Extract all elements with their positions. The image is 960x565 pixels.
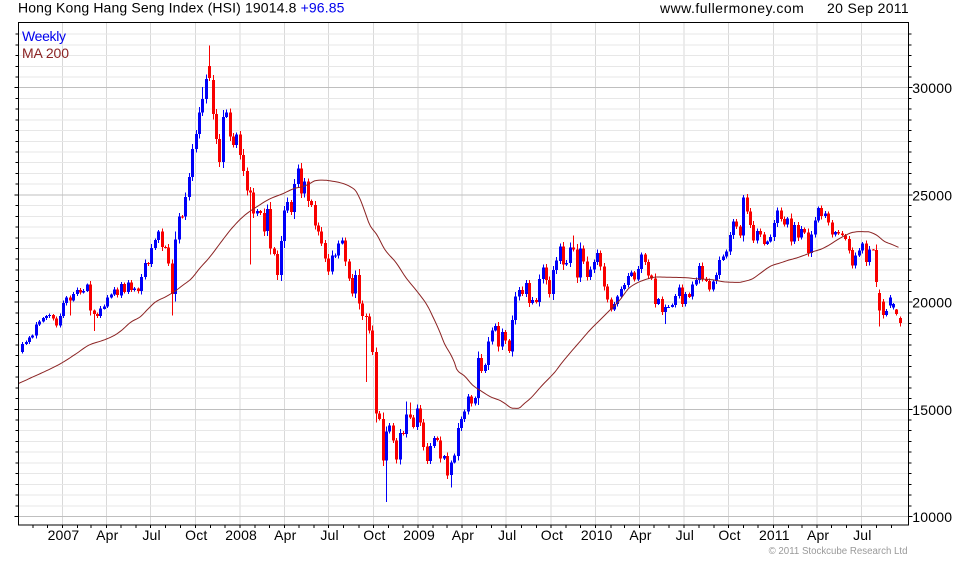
svg-text:2010: 2010 — [581, 527, 613, 543]
svg-text:Apr: Apr — [807, 527, 829, 543]
svg-text:Hong Kong Hang Seng Index (HSI: Hong Kong Hang Seng Index (HSI) 19014.8 … — [18, 0, 345, 16]
svg-text:Oct: Oct — [185, 527, 207, 543]
svg-text:Oct: Oct — [541, 527, 563, 543]
svg-text:Oct: Oct — [718, 527, 740, 543]
svg-text:Apr: Apr — [452, 527, 474, 543]
svg-text:Apr: Apr — [629, 527, 651, 543]
svg-text:Jul: Jul — [142, 527, 160, 543]
svg-text:Oct: Oct — [363, 527, 385, 543]
svg-text:Apr: Apr — [96, 527, 118, 543]
svg-text:15000: 15000 — [912, 402, 952, 418]
svg-text:Apr: Apr — [274, 527, 296, 543]
svg-text:10000: 10000 — [912, 509, 952, 525]
svg-text:© 2011 Stockcube Research Ltd: © 2011 Stockcube Research Ltd — [769, 546, 908, 557]
svg-text:2008: 2008 — [225, 527, 257, 543]
svg-text:2009: 2009 — [403, 527, 435, 543]
svg-text:30000: 30000 — [912, 80, 952, 96]
svg-text:2011: 2011 — [759, 527, 790, 543]
svg-text:25000: 25000 — [912, 187, 952, 203]
svg-text:Jul: Jul — [498, 527, 516, 543]
svg-text:Jul: Jul — [853, 527, 871, 543]
svg-text:20000: 20000 — [912, 295, 952, 311]
svg-text:Jul: Jul — [320, 527, 338, 543]
svg-text:Jul: Jul — [676, 527, 694, 543]
svg-text:Weekly: Weekly — [22, 28, 66, 44]
svg-text:MA 200: MA 200 — [22, 45, 69, 61]
svg-text:20 Sep 2011: 20 Sep 2011 — [827, 0, 909, 16]
svg-text:www.fullermoney.com: www.fullermoney.com — [659, 0, 804, 16]
svg-text:2007: 2007 — [48, 527, 80, 543]
